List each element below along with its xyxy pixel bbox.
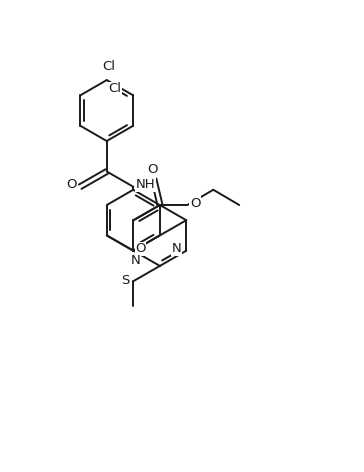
Text: N: N: [130, 254, 140, 267]
Text: Cl: Cl: [102, 60, 115, 73]
Text: O: O: [190, 197, 201, 210]
Text: O: O: [135, 243, 146, 255]
Text: O: O: [66, 178, 76, 192]
Text: O: O: [147, 162, 157, 176]
Text: NH: NH: [136, 178, 155, 192]
Text: Cl: Cl: [108, 82, 121, 95]
Text: S: S: [121, 274, 130, 287]
Text: N: N: [171, 243, 181, 255]
